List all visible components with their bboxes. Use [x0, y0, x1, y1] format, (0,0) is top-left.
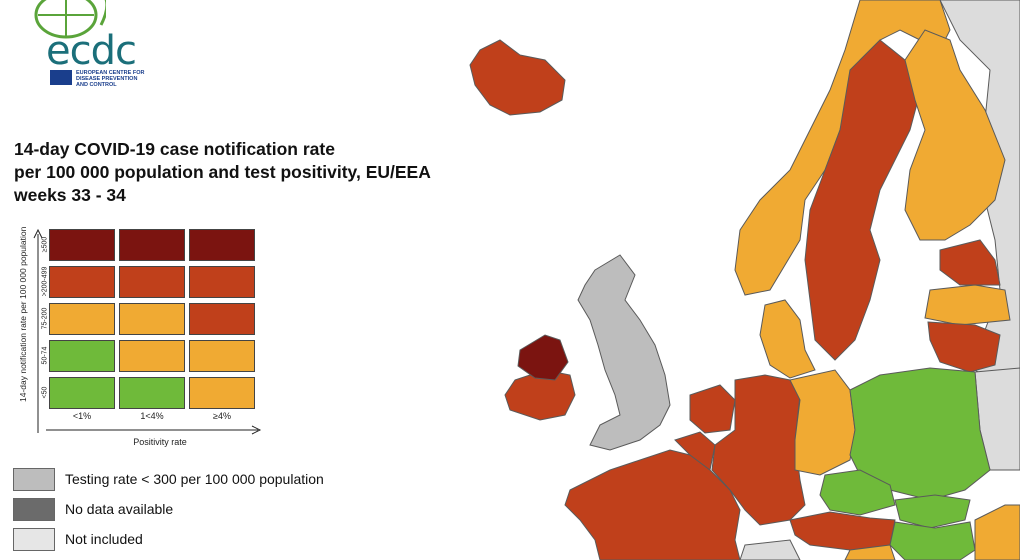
legend-label: Not included — [65, 531, 143, 547]
logo-wordmark: ecdc — [46, 28, 137, 74]
matrix-cell — [119, 266, 185, 298]
region-switzerland — [739, 539, 801, 560]
region-belgium — [674, 431, 716, 471]
matrix-cell — [189, 229, 255, 261]
matrix-cell — [119, 340, 185, 372]
x-axis-label: Positivity rate — [133, 437, 187, 447]
region-uk — [577, 254, 671, 451]
region-estonia — [939, 239, 1001, 286]
matrix-cell — [49, 377, 115, 409]
region-netherlands — [689, 384, 736, 434]
matrix-column-label: ≥4% — [213, 411, 231, 421]
region-finland — [904, 29, 1006, 241]
legend-swatch — [13, 498, 55, 521]
title-line-3: weeks 33 - 34 — [14, 185, 126, 205]
region-czechia — [819, 469, 896, 516]
region-denmark — [759, 299, 816, 379]
matrix-cell — [119, 303, 185, 335]
matrix-column-label: <1% — [72, 411, 92, 421]
region-slovenia — [844, 544, 896, 560]
title-line-1: 14-day COVID-19 case notification rate — [14, 139, 335, 159]
matrix-cell — [189, 303, 255, 335]
matrix-cell — [49, 229, 115, 261]
matrix-cell — [49, 303, 115, 335]
matrix-row-label: >200-499 — [41, 266, 49, 297]
region-lithuania — [927, 321, 1001, 373]
y-axis-arrow — [33, 228, 43, 433]
matrix-row-label: 50-74 — [41, 346, 49, 365]
region-hungary — [889, 521, 976, 560]
ecdc-logo: ecdc EUROPEAN CENTRE FOR DISEASE PREVENT… — [10, 0, 150, 90]
x-axis-arrow — [46, 425, 262, 435]
region-northern-ireland — [517, 334, 569, 381]
matrix-cell — [49, 266, 115, 298]
matrix-column-label: 1<4% — [140, 411, 164, 421]
legend-label: Testing rate < 300 per 100 000 populatio… — [65, 471, 324, 487]
matrix-cell — [119, 229, 185, 261]
globe-icon — [34, 0, 106, 39]
matrix-row-label: <50 — [41, 386, 49, 399]
matrix-row-label: ≥500 — [41, 236, 49, 253]
logo-org-name: EUROPEAN CENTRE FOR DISEASE PREVENTION A… — [76, 70, 145, 88]
matrix-cell — [119, 377, 185, 409]
y-axis-label: 14-day notification rate per 100 000 pop… — [18, 226, 28, 402]
eu-flag-icon — [50, 70, 72, 85]
region-austria — [789, 511, 896, 551]
region-france — [564, 449, 741, 560]
legend-swatch — [13, 468, 55, 491]
legend-swatch — [13, 528, 55, 551]
region-latvia — [924, 284, 1011, 326]
legend-label: No data available — [65, 501, 174, 517]
region-east-germany — [789, 369, 856, 476]
map-title: 14-day COVID-19 case notification rate p… — [14, 138, 431, 207]
matrix-cell — [189, 377, 255, 409]
region-romania — [974, 504, 1020, 560]
title-line-2: per 100 000 population and test positivi… — [14, 162, 431, 182]
matrix-cell — [189, 340, 255, 372]
matrix-row-label: 75-200 — [41, 307, 49, 330]
matrix-cell — [189, 266, 255, 298]
region-poland — [849, 367, 991, 501]
matrix-cell — [49, 340, 115, 372]
region-sweden — [804, 39, 919, 361]
region-slovakia — [894, 494, 971, 529]
region-iceland — [469, 39, 566, 116]
